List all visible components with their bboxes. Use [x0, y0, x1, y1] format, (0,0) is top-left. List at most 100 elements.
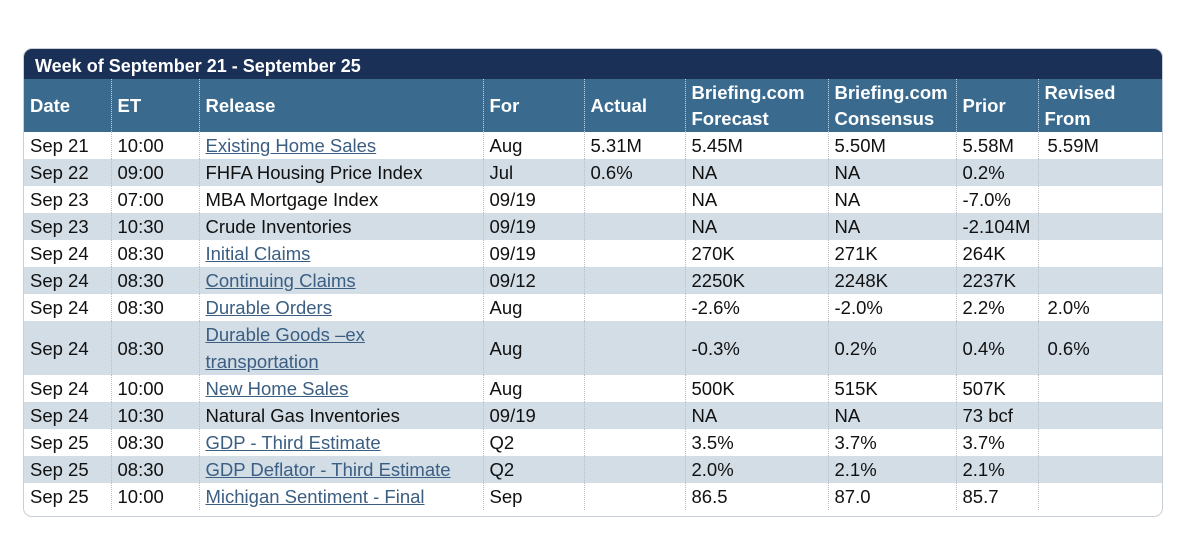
cell-actual — [583, 240, 685, 267]
cell-prior: 3.7% — [955, 429, 1038, 456]
cell-release: Durable Goods –ex transportation — [198, 321, 483, 375]
release-link[interactable]: GDP - Third Estimate — [205, 432, 381, 453]
cell-release: Natural Gas Inventories — [198, 402, 483, 429]
cell-forecast: 2250K — [684, 267, 828, 294]
cell-forecast: 86.5 — [684, 483, 828, 510]
cell-et: 09:00 — [110, 159, 199, 186]
week-title: Week of September 21 - September 25 — [24, 49, 1162, 79]
table-body: Sep 21 10:00 Existing Home Sales Aug 5.31M 5.… — [24, 132, 1162, 510]
col-header-consensus: Briefing.com Consensus — [827, 79, 956, 132]
cell-forecast: 5.45M — [684, 132, 828, 159]
cell-revised — [1037, 402, 1162, 429]
col-header-consensus-line2: Consensus — [834, 107, 935, 129]
release-link[interactable]: Durable Goods –ex transportation — [205, 324, 365, 372]
cell-consensus: 271K — [827, 240, 956, 267]
table-row: Sep 24 10:00 New Home Sales Aug 500K 515K 507K — [24, 375, 1162, 402]
cell-for: Sep — [482, 483, 584, 510]
cell-date: Sep 24 — [24, 321, 111, 375]
cell-forecast: NA — [684, 402, 828, 429]
cell-date: Sep 22 — [24, 159, 111, 186]
cell-actual: 0.6% — [583, 159, 685, 186]
cell-prior: 507K — [955, 375, 1038, 402]
cell-revised — [1037, 483, 1162, 510]
table-row: Sep 24 08:30 Initial Claims 09/19 270K 271K 26… — [24, 240, 1162, 267]
cell-et: 10:00 — [110, 132, 199, 159]
cell-release: New Home Sales — [198, 375, 483, 402]
cell-et: 08:30 — [110, 267, 199, 294]
cell-actual — [583, 429, 685, 456]
cell-et: 08:30 — [110, 321, 199, 375]
cell-revised: 0.6% — [1037, 321, 1162, 375]
cell-prior: 73 bcf — [955, 402, 1038, 429]
cell-prior: 0.4% — [955, 321, 1038, 375]
release-link[interactable]: Durable Orders — [205, 297, 332, 318]
cell-consensus: 2.1% — [827, 456, 956, 483]
col-header-revised: Revised From — [1037, 79, 1162, 132]
cell-release: Continuing Claims — [198, 267, 483, 294]
cell-forecast: 2.0% — [684, 456, 828, 483]
cell-actual: 5.31M — [583, 132, 685, 159]
col-header-consensus-line1: Briefing.com — [834, 81, 948, 103]
cell-consensus: 0.2% — [827, 321, 956, 375]
table-row: Sep 24 08:30 Durable Goods –ex transportat… — [24, 321, 1162, 375]
cell-consensus: -2.0% — [827, 294, 956, 321]
header-row: Date ET Release For Actual Briefing.com F… — [24, 79, 1162, 132]
cell-date: Sep 24 — [24, 294, 111, 321]
cell-prior: 85.7 — [955, 483, 1038, 510]
cell-prior: 264K — [955, 240, 1038, 267]
cell-date: Sep 23 — [24, 213, 111, 240]
table-row: Sep 23 07:00 MBA Mortgage Index 09/19 NA NA -7… — [24, 186, 1162, 213]
cell-et: 08:30 — [110, 240, 199, 267]
cell-release: GDP - Third Estimate — [198, 429, 483, 456]
cell-prior: 2.2% — [955, 294, 1038, 321]
cell-revised — [1037, 375, 1162, 402]
cell-for: 09/12 — [482, 267, 584, 294]
cell-revised — [1037, 429, 1162, 456]
cell-et: 08:30 — [110, 294, 199, 321]
cell-prior: 2.1% — [955, 456, 1038, 483]
cell-revised — [1037, 240, 1162, 267]
release-link[interactable]: GDP Deflator - Third Estimate — [205, 459, 451, 480]
cell-et: 10:00 — [110, 483, 199, 510]
table-row: Sep 25 10:00 Michigan Sentiment - Final Sep… — [24, 483, 1162, 510]
release-link[interactable]: Initial Claims — [205, 243, 311, 264]
cell-et: 10:00 — [110, 375, 199, 402]
cell-consensus: NA — [827, 402, 956, 429]
cell-actual — [583, 294, 685, 321]
col-header-et: ET — [110, 79, 199, 132]
economic-calendar-panel: Week of September 21 - September 25 Date… — [23, 48, 1163, 517]
cell-release: Initial Claims — [198, 240, 483, 267]
cell-forecast: -0.3% — [684, 321, 828, 375]
cell-for: Aug — [482, 375, 584, 402]
cell-actual — [583, 321, 685, 375]
cell-forecast: NA — [684, 213, 828, 240]
col-header-forecast: Briefing.com Forecast — [684, 79, 828, 132]
release-link[interactable]: Existing Home Sales — [205, 135, 377, 156]
cell-for: Jul — [482, 159, 584, 186]
cell-release: Crude Inventories — [198, 213, 483, 240]
release-link[interactable]: Continuing Claims — [205, 270, 356, 291]
table-row: Sep 25 08:30 GDP Deflator - Third Estimate… — [24, 456, 1162, 483]
cell-consensus: 515K — [827, 375, 956, 402]
cell-revised: 5.59M — [1037, 132, 1162, 159]
release-link[interactable]: New Home Sales — [205, 378, 349, 399]
cell-for: Aug — [482, 132, 584, 159]
cell-revised: 2.0% — [1037, 294, 1162, 321]
col-header-actual: Actual — [583, 79, 685, 132]
cell-date: Sep 24 — [24, 240, 111, 267]
cell-et: 08:30 — [110, 429, 199, 456]
cell-actual — [583, 375, 685, 402]
cell-et: 10:30 — [110, 213, 199, 240]
cell-revised — [1037, 456, 1162, 483]
col-header-forecast-line1: Briefing.com — [691, 81, 805, 103]
release-link[interactable]: Michigan Sentiment - Final — [205, 486, 425, 507]
col-header-revised-line1: Revised — [1044, 81, 1116, 103]
cell-revised — [1037, 186, 1162, 213]
cell-forecast: 270K — [684, 240, 828, 267]
cell-for: 09/19 — [482, 402, 584, 429]
cell-for: 09/19 — [482, 240, 584, 267]
cell-date: Sep 21 — [24, 132, 111, 159]
cell-date: Sep 25 — [24, 456, 111, 483]
cell-date: Sep 25 — [24, 483, 111, 510]
cell-consensus: NA — [827, 213, 956, 240]
